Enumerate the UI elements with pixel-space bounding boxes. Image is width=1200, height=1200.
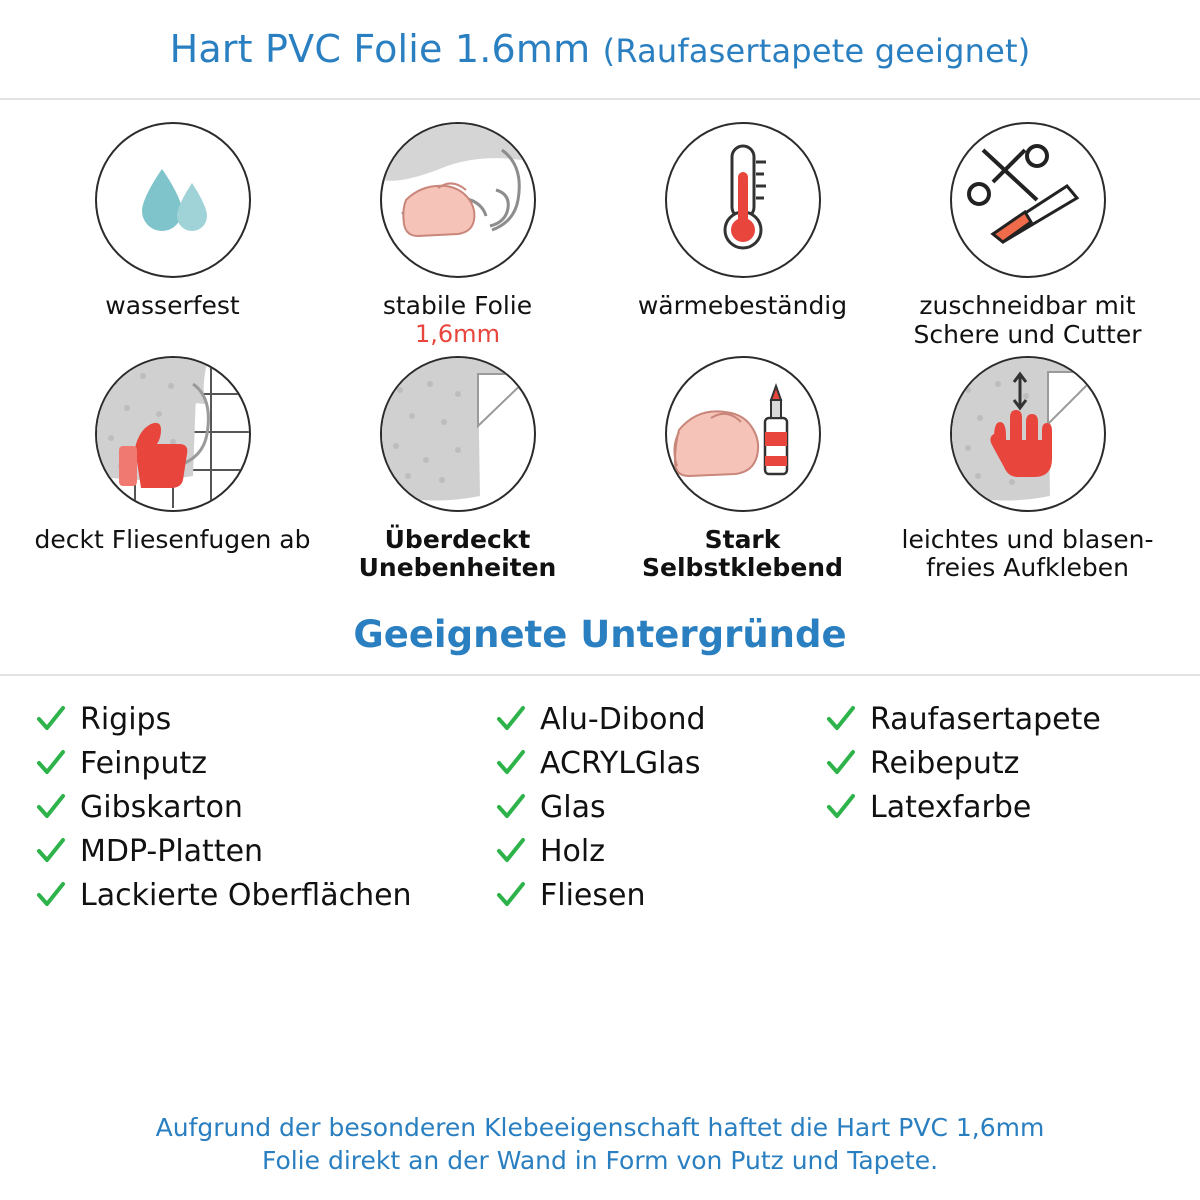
list-item-label: Reibeputz	[870, 745, 1020, 781]
feature-caption-text: deckt Fliesenfugen ab	[34, 524, 311, 554]
feature-caption: zuschneidbar mit Schere und Cutter	[885, 291, 1170, 350]
strong-arm-foil-icon	[381, 124, 534, 276]
feature-caption-text: Überdeckt Unebenheiten	[358, 524, 557, 583]
header: Hart PVC Folie 1.6mm (Raufasertapete gee…	[0, 0, 1200, 100]
list-item: Holz	[496, 830, 826, 872]
page-title-sub: (Raufasertapete geeignet)	[602, 32, 1031, 70]
feature-icon-circle	[94, 122, 251, 278]
list-item: Fliesen	[496, 874, 826, 916]
check-icon	[36, 836, 66, 866]
feature-icon-circle	[949, 122, 1106, 278]
feature-icon-circle	[379, 122, 536, 278]
check-icon	[36, 748, 66, 778]
feature-caption: deckt Fliesenfugen ab	[34, 524, 311, 555]
list-item-label: MDP-Platten	[80, 833, 264, 869]
check-icon	[496, 704, 526, 734]
check-icon	[496, 880, 526, 910]
check-icon	[826, 704, 856, 734]
section-title: Geeignete Untergründe	[353, 613, 847, 656]
water-drops-icon	[118, 143, 228, 257]
feature-item: zuschneidbar mit Schere und Cutter	[885, 122, 1170, 350]
list-item: Glas	[496, 786, 826, 828]
feature-icon-circle	[379, 355, 536, 512]
list-item-label: Fliesen	[540, 877, 646, 913]
checklist-column: Rigips Feinputz Gibskarton MDP-Platten L…	[36, 698, 496, 918]
check-icon	[36, 704, 66, 734]
list-item-label: Lackierte Oberflächen	[80, 877, 412, 913]
list-item: Raufasertapete	[826, 698, 1164, 740]
footer-note: Aufgrund der besonderen Klebeeigenschaft…	[0, 1111, 1200, 1179]
feature-item: wärmebeständig	[600, 122, 885, 350]
feature-icon-circle	[949, 355, 1106, 512]
list-item-label: Feinputz	[80, 745, 207, 781]
list-item: Rigips	[36, 698, 496, 740]
feature-caption-text: stabile Folie	[382, 291, 533, 320]
feature-caption: Überdeckt Unebenheiten	[315, 524, 600, 584]
check-icon	[36, 880, 66, 910]
list-item-label: Latexfarbe	[870, 789, 1032, 825]
list-item: Alu-Dibond	[496, 698, 826, 740]
feature-item: deckt Fliesenfugen ab	[30, 355, 315, 584]
list-item-label: Gibskarton	[80, 789, 243, 825]
feature-caption-text: leichtes und blasen-freies Aufkleben	[901, 524, 1154, 583]
feature-caption-text: zuschneidbar mit Schere und Cutter	[913, 291, 1142, 349]
feature-caption-text: wärmebeständig	[637, 291, 848, 320]
check-icon	[496, 836, 526, 866]
check-icon	[36, 792, 66, 822]
page-title-main: Hart PVC Folie 1.6mm	[169, 27, 603, 71]
thumbs-up-tiles-icon	[96, 357, 249, 510]
list-item-label: Holz	[540, 833, 605, 869]
list-item: Reibeputz	[826, 742, 1164, 784]
feature-icon-circle	[94, 355, 251, 512]
foil-corner-icon	[381, 357, 534, 510]
list-item-label: Glas	[540, 789, 606, 825]
feature-caption: Stark Selbstklebend	[600, 524, 885, 584]
check-icon	[496, 748, 526, 778]
feature-caption: wasserfest	[105, 291, 240, 321]
scissors-cutter-icon	[963, 138, 1093, 262]
list-item-label: ACRYLGlas	[540, 745, 701, 781]
checklist-column: Raufasertapete Reibeputz Latexfarbe	[826, 698, 1164, 918]
feature-grid: wasserfest stabile Folie	[0, 100, 1200, 583]
check-icon	[826, 748, 856, 778]
list-item-label: Rigips	[80, 701, 172, 737]
feature-caption: stabile Folie 1,6mm	[382, 291, 533, 348]
list-item: ACRYLGlas	[496, 742, 826, 784]
list-item: Latexfarbe	[826, 786, 1164, 828]
list-item: Lackierte Oberflächen	[36, 874, 496, 916]
page-title: Hart PVC Folie 1.6mm (Raufasertapete gee…	[170, 27, 1031, 71]
feature-caption: leichtes und blasen-freies Aufkleben	[885, 524, 1170, 584]
thermometer-icon	[688, 138, 798, 262]
feature-caption-text: Stark Selbstklebend	[642, 524, 843, 583]
feature-icon-circle	[664, 122, 821, 278]
section-header: Geeignete Untergründe	[0, 613, 1200, 676]
footer-line-2: Folie direkt an der Wand in Form von Put…	[261, 1146, 939, 1176]
feature-icon-circle	[664, 355, 821, 512]
list-item: Gibskarton	[36, 786, 496, 828]
arm-glue-icon	[667, 358, 819, 510]
substrate-checklist: Rigips Feinputz Gibskarton MDP-Platten L…	[0, 676, 1200, 918]
list-item: MDP-Platten	[36, 830, 496, 872]
footer-line-1: Aufgrund der besonderen Klebeeigenschaft…	[155, 1112, 1045, 1142]
list-item: Feinputz	[36, 742, 496, 784]
feature-item: Überdeckt Unebenheiten	[315, 355, 600, 584]
feature-caption-text: wasserfest	[105, 291, 240, 320]
feature-item: wasserfest	[30, 122, 315, 350]
list-item-label: Alu-Dibond	[540, 701, 706, 737]
hand-smooth-icon	[951, 357, 1104, 510]
feature-item: Stark Selbstklebend	[600, 355, 885, 584]
checklist-column: Alu-Dibond ACRYLGlas Glas Holz Fliesen	[496, 698, 826, 918]
feature-item: stabile Folie 1,6mm	[315, 122, 600, 350]
check-icon	[496, 792, 526, 822]
feature-caption-sub: 1,6mm	[415, 319, 500, 348]
feature-item: leichtes und blasen-freies Aufkleben	[885, 355, 1170, 584]
feature-caption: wärmebeständig	[637, 291, 848, 321]
check-icon	[826, 792, 856, 822]
list-item-label: Raufasertapete	[870, 701, 1101, 737]
